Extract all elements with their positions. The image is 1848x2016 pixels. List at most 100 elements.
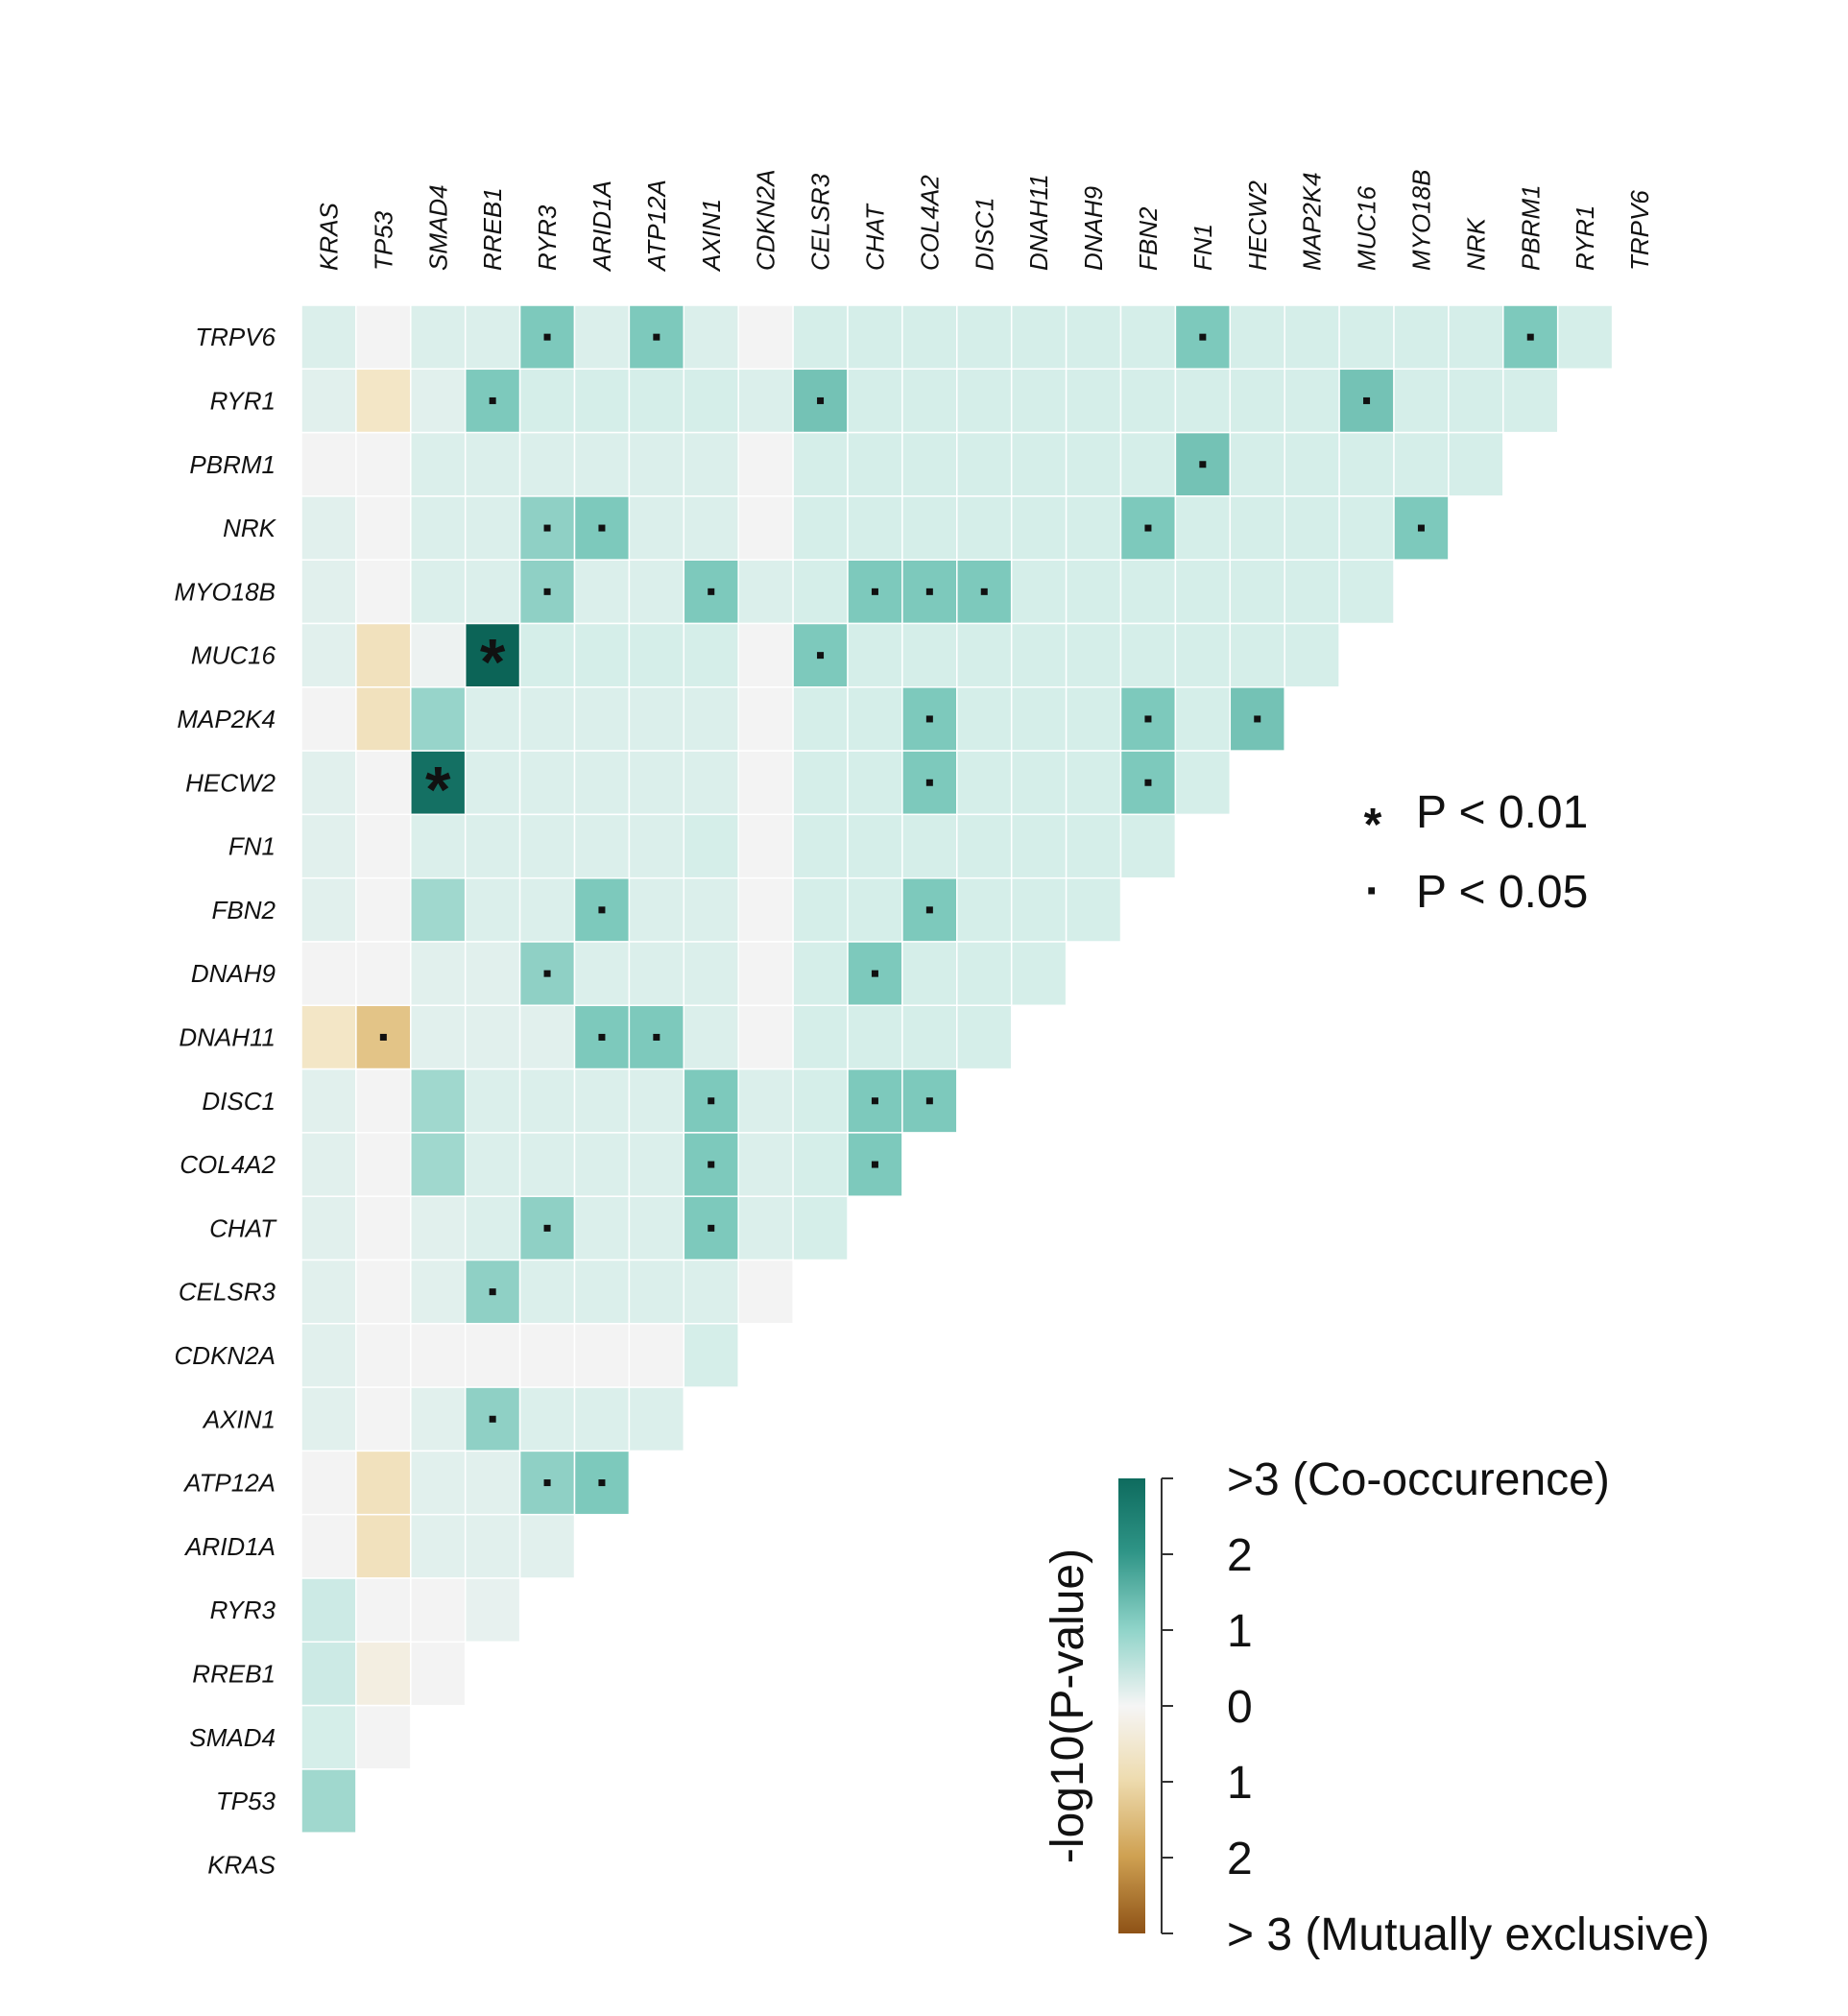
heatmap-cell-myo18b-arid1a [573,559,631,625]
heatmap-cell-fn1-chat [847,813,903,879]
row-label-cdkn2a: CDKN2A [175,1341,276,1370]
heatmap-cell-nrk-smad4 [410,495,467,561]
significance-dot-dnah9-chat [871,970,878,977]
column-label-dnah11: DNAH11 [1024,174,1053,271]
heatmap-cell-map2k4-dnah9 [1065,686,1122,752]
heatmap-cell-fbn2-kras [300,876,357,943]
heatmap-cell-disc1-kras [300,1068,357,1134]
heatmap-cell-muc16-hecw2 [1229,622,1285,688]
heatmap-cell-ryr1-pbrm1 [1502,368,1559,434]
heatmap-cell-map2k4-fbn2 [1119,686,1177,752]
row-label-fbn2: FBN2 [212,896,276,924]
heatmap-cell-ryr1-disc1 [956,368,1013,434]
heatmap-cell-pbrm1-muc16 [1338,431,1395,497]
heatmap-cell-celsr3-ryr3 [518,1259,576,1325]
heatmap-cell-ryr1-hecw2 [1229,368,1285,434]
heatmap-cell-map2k4-celsr3 [792,686,849,752]
heatmap-cell-rreb1-kras [300,1641,357,1707]
significance-dot-celsr3-rreb1 [489,1288,496,1296]
heatmap-cell-col4a2-rreb1 [464,1132,521,1197]
column-labels: KRAS TP53 SMAD4 RREB1 RYR3 ARID1A ATP12A AXIN1 C… [314,170,1654,274]
significance-dot-muc16-celsr3 [817,652,825,660]
column-label-col4a2: COL4A2 [915,175,944,271]
heatmap-cell-ryr3-tp53 [355,1577,412,1644]
heatmap-cell-hecw2-cdkn2a [737,750,794,816]
significance-dot-atp12a-ryr3 [543,1479,551,1487]
significance-dot-dnah11-tp53 [379,1033,387,1041]
heatmap-cell-fn1-arid1a [573,813,631,879]
column-label-ryr1: RYR1 [1571,205,1599,271]
heatmap-cell-pbrm1-arid1a [573,431,631,497]
row-label-disc1: DISC1 [202,1087,276,1116]
heatmap-cell-pbrm1-myo18b [1393,431,1450,497]
colorbar-tick-label-4: 1 [1227,1758,1253,1809]
heatmap-cell-nrk-map2k4 [1284,495,1340,561]
heatmap-cell-cdkn2a-smad4 [410,1323,467,1388]
heatmap-cell-trpv6-chat [847,304,903,371]
heatmap-cell-pbrm1-dnah11 [1010,431,1068,497]
heatmap-cell-hecw2-atp12a [628,750,685,816]
heatmap-cell-fn1-axin1 [683,813,739,879]
heatmap-cell-hecw2-axin1 [683,750,739,816]
heatmap-cell-nrk-dnah9 [1065,495,1122,561]
heatmap-cell-ryr1-fbn2 [1119,368,1177,434]
significance-dot-hecw2-col4a2 [925,779,933,786]
significance-dot-fbn2-arid1a [598,906,606,914]
heatmap-cell-myo18b-axin1 [683,559,739,625]
heatmap-cell-col4a2-smad4 [410,1132,467,1197]
column-label-atp12a: ATP12A [642,180,671,273]
heatmap-cell-map2k4-kras [300,686,357,752]
heatmap-cell-hecw2-ryr3 [518,750,576,816]
row-label-dnah11: DNAH11 [179,1022,276,1051]
significance-dot-ryr1-muc16 [1363,396,1371,404]
heatmap-cell-trpv6-rreb1 [464,304,521,371]
heatmap-cell-dnah9-kras [300,941,357,1007]
heatmap-cell-myo18b-map2k4 [1284,559,1340,625]
heatmap-cell-muc16-kras [300,622,357,688]
significance-dot-pbrm1-fn1 [1199,461,1207,468]
heatmap-cell-fn1-celsr3 [792,813,849,879]
significance-dot-disc1-axin1 [708,1097,715,1105]
heatmap-cell-muc16-fn1 [1174,622,1232,688]
legend-symbol-dot: · [1365,866,1380,917]
heatmap-cell-ryr1-dnah9 [1065,368,1122,434]
heatmap-cell-ryr1-col4a2 [901,368,958,434]
heatmap-cell-smad4-tp53 [355,1704,412,1770]
significance-legend: * P < 0.01 · P < 0.05 [1364,787,1589,918]
heatmap-cell-trpv6-nrk [1448,304,1504,371]
heatmap-cell-muc16-atp12a [628,622,685,688]
heatmap-cell-dnah11-smad4 [410,1004,467,1070]
significance-dot-myo18b-disc1 [980,588,988,595]
heatmap-cell-col4a2-tp53 [355,1132,412,1197]
heatmap-cell-trpv6-cdkn2a [737,304,794,371]
heatmap-cell-axin1-atp12a [628,1386,685,1452]
heatmap-cell-dnah9-cdkn2a [737,941,794,1007]
heatmap-cell-smad4-kras [300,1704,357,1770]
heatmap-cell-pbrm1-disc1 [956,431,1013,497]
heatmap-cell-arid1a-tp53 [355,1513,412,1579]
heatmap-cell-cdkn2a-atp12a [628,1323,685,1388]
heatmap-cell-myo18b-tp53 [355,559,412,625]
heatmap-cell-fn1-ryr3 [518,813,576,879]
colorbar: >3 (Co-occurence) 2 1 0 1 2 > 3 (Mutually excl… [1043,1454,1710,1960]
heatmap-cell-fbn2-smad4 [410,876,467,943]
heatmap-cell-nrk-chat [847,495,903,561]
heatmap-cell-nrk-disc1 [956,495,1013,561]
heatmap-cell-map2k4-chat [847,686,903,752]
colorbar-tick-label-6: > 3 (Mutually exclusive) [1227,1909,1710,1960]
row-labels: TRPV6 RYR1 PBRM1 NRK MYO18B MUC16 MAP2K4 HECW2 F… [175,323,278,1879]
heatmap-cell-trpv6-fbn2 [1119,304,1177,371]
heatmap-cell-pbrm1-fn1 [1174,431,1232,497]
heatmap-cell-myo18b-dnah11 [1010,559,1068,625]
heatmap-cell-pbrm1-chat [847,431,903,497]
heatmap-cell-disc1-celsr3 [792,1068,849,1134]
heatmap-cell-trpv6-arid1a [573,304,631,371]
row-label-arid1a: ARID1A [183,1532,276,1561]
heatmap-cell-fn1-dnah9 [1065,813,1122,879]
heatmap-cell-fbn2-rreb1 [464,876,521,943]
heatmap-cell-chat-celsr3 [792,1195,849,1261]
row-label-trpv6: TRPV6 [195,323,276,351]
heatmap-cell-rreb1-smad4 [410,1641,467,1707]
heatmap-cell-rreb1-tp53 [355,1641,412,1707]
heatmap-cell-ryr1-map2k4 [1284,368,1340,434]
